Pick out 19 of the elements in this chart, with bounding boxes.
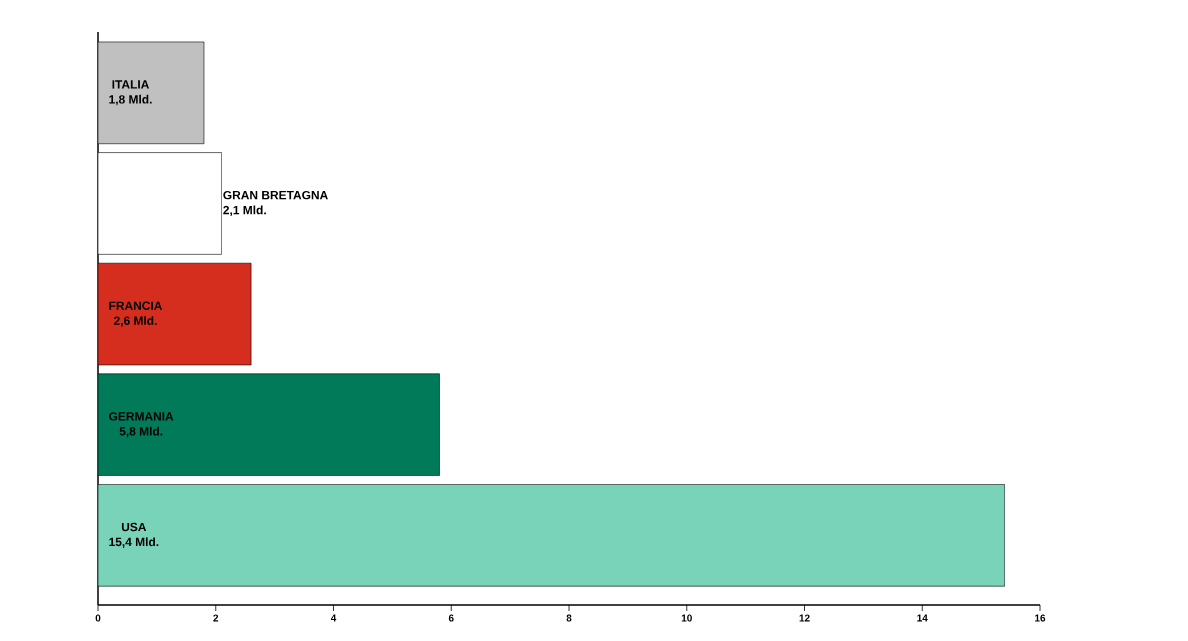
x-tick-label: 2 [213,614,219,622]
x-tick-label: 8 [566,614,572,622]
x-tick-label: 0 [95,614,101,622]
data-label: 2,6 Mld. [113,316,157,327]
data-label: 1,8 Mld. [109,94,152,106]
data-label: 5,8 Mld. [119,426,163,438]
x-tick-label: 10 [681,614,692,622]
x-tick-label: 16 [1035,614,1046,622]
y-tick-label: GERMANIA [109,412,174,421]
x-tick-label: 12 [799,614,810,622]
y-tick-label: GRAN BRETAGNA [223,190,328,200]
data-label: 15,4 Mld. [109,537,159,548]
x-tick-label: 6 [448,614,454,622]
y-tick-label: ITALIA [112,80,150,89]
x-tick-label: 4 [330,614,337,622]
data-label: 2,1 Mld. [223,205,266,217]
y-tick-label: USA [121,522,147,532]
y-tick-label: FRANCIA [109,301,163,310]
x-tick-label: 14 [917,614,928,622]
